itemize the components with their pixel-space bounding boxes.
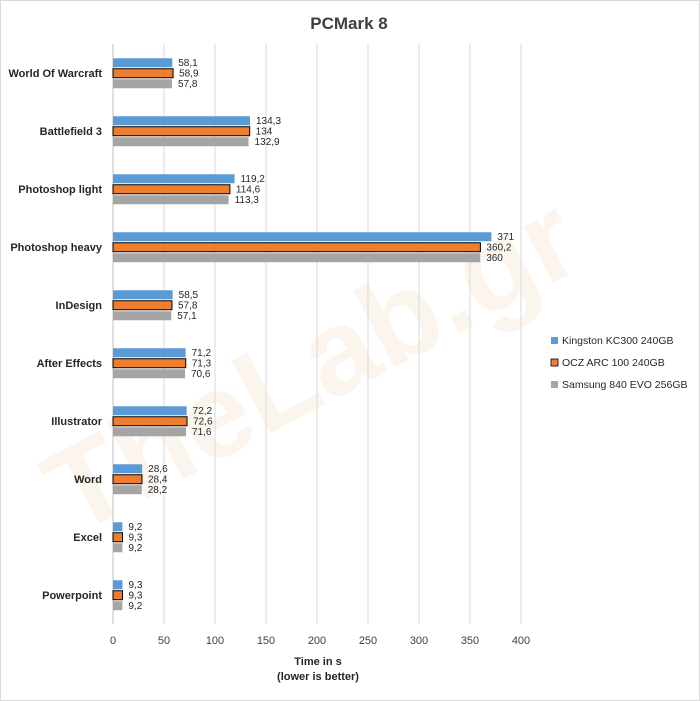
x-tick-label: 200 [308, 635, 326, 647]
legend: Kingston KC300 240GB OCZ ARC 100 240GB Sam… [550, 335, 688, 391]
x-tick-label: 50 [158, 635, 170, 647]
data-label: 134,3 [256, 116, 281, 127]
bar [113, 58, 173, 68]
watermark: TheLab.gr [24, 169, 599, 560]
category-label: Illustrator [51, 416, 102, 428]
bar [112, 300, 173, 311]
data-label: 58,1 [178, 58, 198, 69]
x-axis-title-line1: Time in s [294, 656, 341, 668]
data-label: 72,2 [193, 406, 213, 417]
category-label: After Effects [37, 358, 102, 370]
data-label: 57,8 [178, 300, 198, 311]
chart-title: PCMark 8 [310, 14, 387, 33]
bar [113, 311, 172, 321]
data-label: 360 [486, 253, 503, 264]
data-label: 9,2 [128, 522, 142, 533]
data-label: 9,2 [128, 543, 142, 554]
bar [113, 427, 187, 437]
data-label: 9,3 [128, 590, 142, 601]
bar [112, 532, 123, 543]
bar [113, 195, 229, 205]
data-label: 72,6 [193, 416, 213, 427]
bar [113, 137, 249, 147]
bar [113, 601, 123, 611]
data-label: 71,2 [192, 348, 212, 359]
bar [113, 485, 142, 495]
bar [112, 358, 187, 369]
x-tick-label: 150 [257, 635, 275, 647]
category-label: Photoshop heavy [10, 242, 103, 254]
bar [113, 290, 173, 300]
data-label: 58,9 [179, 68, 199, 79]
data-label: 28,6 [148, 464, 168, 475]
data-label: 134 [256, 126, 273, 137]
legend-label: OCZ ARC 100 240GB [562, 357, 665, 369]
bar [113, 348, 186, 358]
bar [113, 369, 186, 379]
category-label: Word [74, 474, 102, 486]
legend-swatch [551, 337, 558, 344]
category-label: InDesign [56, 300, 103, 312]
bar [113, 522, 123, 532]
x-tick-label: 100 [206, 635, 224, 647]
bar [112, 68, 174, 79]
data-label: 9,3 [128, 532, 142, 543]
category-label: Photoshop light [18, 184, 102, 196]
bar [113, 580, 123, 590]
bar [112, 474, 143, 485]
category-label: World Of Warcraft [8, 68, 102, 80]
data-label: 28,2 [148, 485, 168, 496]
data-label: 371 [497, 232, 514, 243]
category-label: Powerpoint [42, 590, 102, 602]
bar [113, 464, 143, 474]
x-tick-label: 350 [461, 635, 479, 647]
data-label: 71,3 [192, 358, 212, 369]
bars: 58,158,957,8134,3134132,9119,2114,6113,3… [112, 58, 515, 612]
bar [113, 79, 172, 89]
legend-swatch [551, 381, 558, 388]
data-label: 28,4 [148, 474, 168, 485]
data-label: 119,2 [241, 174, 266, 185]
bar [113, 174, 235, 184]
bar [113, 406, 187, 416]
data-label: 9,2 [128, 601, 142, 612]
data-label: 71,6 [192, 427, 212, 438]
data-label: 360,2 [486, 242, 511, 253]
bar [113, 253, 481, 263]
x-tick-labels: 0 50 100 150 200 250 300 350 400 [110, 635, 530, 647]
bar [113, 543, 123, 553]
data-label: 57,1 [177, 311, 197, 322]
x-tick-label: 400 [512, 635, 530, 647]
bar [112, 126, 251, 137]
bar [113, 116, 250, 126]
x-tick-label: 250 [359, 635, 377, 647]
data-label: 9,3 [128, 580, 142, 591]
x-tick-label: 0 [110, 635, 116, 647]
data-label: 57,8 [178, 79, 198, 90]
bar [112, 416, 188, 427]
bar [113, 232, 492, 242]
category-labels: World Of Warcraft Battlefield 3 Photoshop … [8, 68, 102, 602]
category-label: Battlefield 3 [40, 126, 102, 138]
bar [112, 590, 123, 601]
data-label: 114,6 [236, 184, 261, 195]
data-label: 70,6 [191, 369, 211, 380]
legend-label: Kingston KC300 240GB [562, 335, 674, 347]
category-label: Excel [73, 532, 102, 544]
data-label: 113,3 [235, 195, 260, 206]
bar [112, 242, 481, 253]
data-label: 58,5 [179, 290, 199, 301]
legend-swatch [550, 358, 559, 367]
bar [112, 184, 231, 195]
data-label: 132,9 [255, 137, 280, 148]
legend-label: Samsung 840 EVO 256GB [562, 379, 688, 391]
x-tick-label: 300 [410, 635, 428, 647]
x-axis-title-line2: (lower is better) [277, 671, 359, 683]
